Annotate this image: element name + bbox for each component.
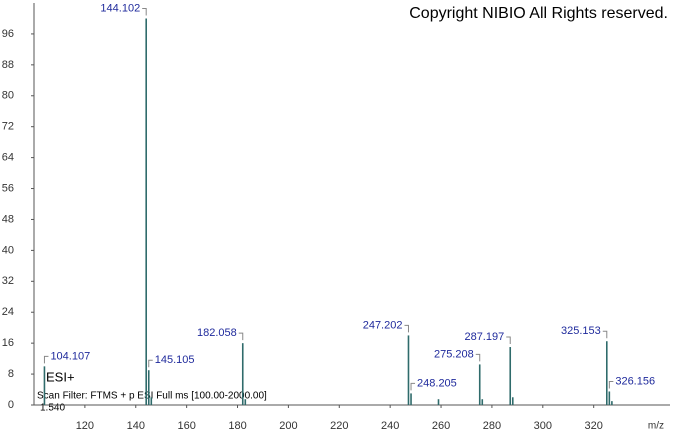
y-tick-label: 8 [8,368,14,380]
peak-label: 247.202 [363,319,403,331]
peak-label: 144.102 [100,2,140,14]
y-tick-label: 48 [2,213,14,225]
label-bracket [608,380,614,389]
peak-label: 325.153 [561,325,601,337]
label-bracket [602,330,608,339]
y-tick-label: 64 [2,152,14,164]
peak-label: 182.058 [197,327,237,339]
y-tick-label: 16 [2,337,14,349]
y-tick-label: 0 [8,399,14,411]
y-tick-label: 24 [2,306,14,318]
x-tick-label: 140 [127,420,145,432]
peak-label: 326.156 [615,375,655,387]
x-tick-label: 260 [432,420,450,432]
y-tick-label: 32 [2,275,14,287]
label-bracket [238,332,244,341]
x-tick-label: 240 [381,420,399,432]
label-bracket [142,7,147,16]
label-bracket [475,353,481,362]
scan-filter: Scan Filter: FTMS + p ESI Full ms [100.0… [37,391,267,402]
x-tick-label: 300 [534,420,552,432]
peak-label: 275.208 [434,348,474,360]
x-tick-label: 160 [177,420,195,432]
copyright: Copyright NIBIO All Rights reserved. [409,5,668,22]
x-tick-label: 120 [76,420,94,432]
x-tick-label: 320 [585,420,603,432]
ionization: ESI+ [46,369,75,384]
label-bracket [43,355,49,364]
label-bracket [506,336,511,345]
peak-label: 145.105 [155,354,195,366]
retention: 1.540 [40,403,65,414]
x-axis-label: m/z [648,421,664,432]
peak-label: 104.107 [50,350,90,362]
y-tick-label: 72 [2,121,14,133]
x-tick-label: 180 [228,420,246,432]
y-tick-label: 56 [2,182,14,194]
x-tick-label: 220 [330,420,348,432]
x-tick-label: 280 [483,420,501,432]
label-bracket [404,324,409,333]
y-tick-label: 40 [2,244,14,256]
peak-label: 248.205 [417,377,457,389]
y-tick-label: 88 [2,59,14,71]
y-tick-label: 96 [2,28,14,40]
peak-label: 287.197 [464,331,504,343]
label-bracket [410,382,416,391]
x-tick-label: 200 [279,420,297,432]
label-bracket [148,359,153,368]
y-tick-label: 80 [2,90,14,102]
